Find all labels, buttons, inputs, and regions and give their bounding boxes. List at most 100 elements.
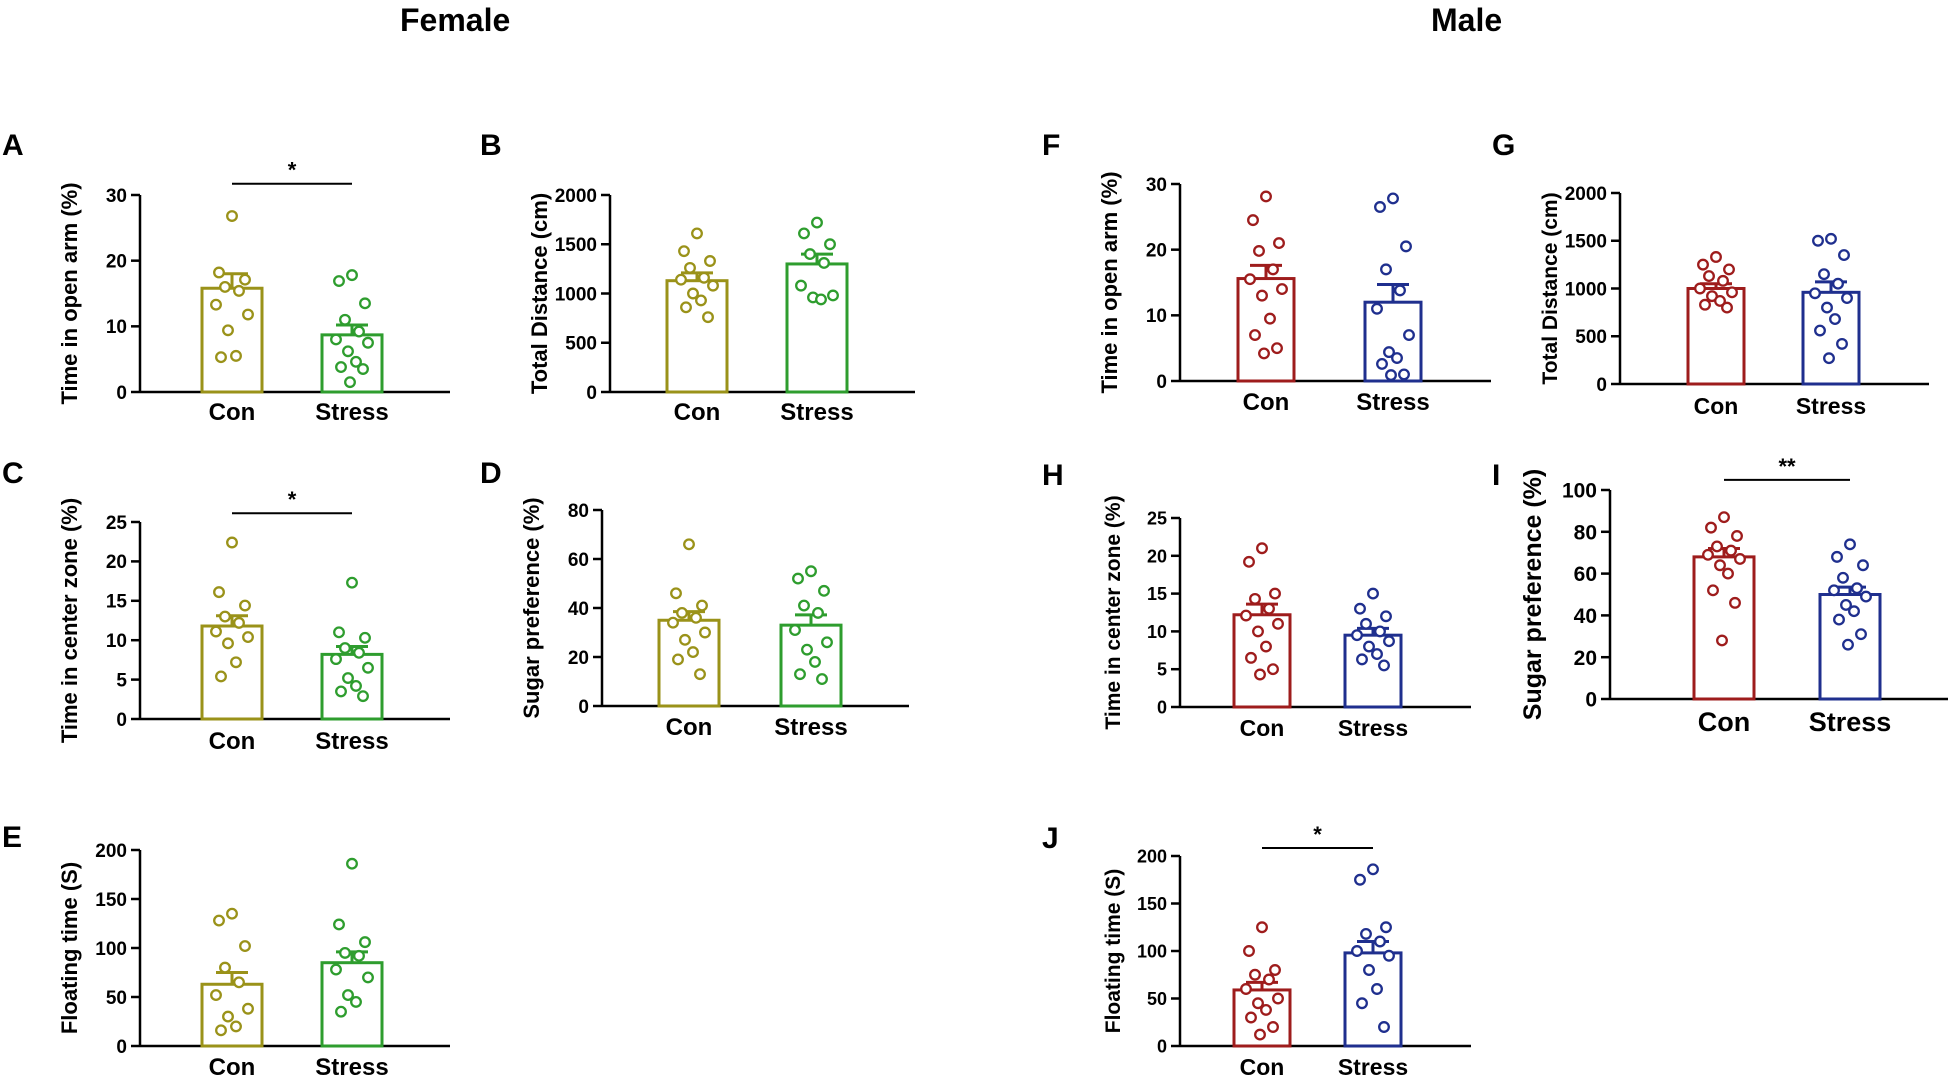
data-point-con (1714, 294, 1726, 307)
y-tick-label: 20 (106, 552, 127, 573)
panel-i: I 0 20 40 60 80 100 Sugar preference (%) Con Stre… (1492, 454, 1948, 737)
data-point-con (226, 536, 238, 549)
data-point-stress (330, 653, 342, 666)
data-point-con (1252, 997, 1264, 1010)
data-point-stress (342, 989, 354, 1001)
y-tick-label: 5 (1157, 660, 1167, 680)
panel-a: A 0 10 20 30 Time in open arm (%) Con Stress * (2, 129, 450, 426)
y-tick-label: 40 (568, 599, 589, 620)
data-point-con (1263, 973, 1275, 986)
data-point-con (1703, 270, 1715, 283)
data-point-con (672, 653, 684, 666)
data-point-con (1240, 983, 1252, 995)
significance-label: ** (1778, 454, 1796, 479)
data-point-stress (821, 636, 833, 649)
data-point-stress (1831, 550, 1843, 563)
panel-f: F 0 10 20 30 Time in open arm (%) Con Stress (1042, 129, 1491, 416)
data-point-con (213, 914, 225, 927)
y-tick-label: 20 (1147, 546, 1167, 566)
x-category-label-con: Con (209, 1054, 256, 1081)
data-point-stress (362, 661, 374, 674)
data-point-con (239, 599, 251, 612)
data-point-stress (1380, 263, 1392, 276)
y-tick-label: 1500 (555, 235, 597, 256)
data-point-stress (1838, 249, 1850, 262)
x-category-label-con: Con (1698, 707, 1750, 737)
y-axis-label: Time in open arm (%) (57, 182, 82, 404)
data-point-con (1260, 1003, 1272, 1016)
y-axis-label: Time in center zone (%) (1102, 495, 1125, 729)
data-point-con (683, 538, 695, 551)
y-tick-label: 0 (116, 710, 127, 731)
x-category-label-con: Con (1694, 393, 1739, 419)
data-point-stress (1376, 357, 1388, 370)
data-point-stress (333, 626, 345, 639)
data-point-con (1714, 559, 1726, 572)
y-tick-label: 10 (1146, 306, 1167, 327)
data-point-con (1267, 1021, 1279, 1033)
y-tick-label: 200 (95, 841, 127, 862)
data-point-con (1254, 1028, 1266, 1041)
y-tick-label: 200 (1137, 846, 1167, 866)
y-tick-label: 20 (568, 648, 589, 669)
data-point-stress (824, 238, 836, 251)
data-point-con (1254, 668, 1266, 681)
y-tick-label: 0 (1585, 689, 1597, 712)
y-axis-label: Floating time (S) (57, 862, 82, 1034)
y-tick-label: 0 (116, 383, 127, 404)
significance-label: * (288, 487, 297, 512)
panel-d: D 0 20 40 60 80 Sugar preference (%) Con Stress (480, 457, 909, 741)
data-point-con (210, 298, 222, 311)
x-category-label-stress: Stress (774, 714, 847, 741)
y-tick-label: 0 (1157, 1036, 1167, 1056)
x-category-label-stress: Stress (1338, 1054, 1408, 1080)
x-category-label-stress: Stress (1338, 715, 1408, 741)
data-point-con (215, 670, 227, 683)
data-point-stress (344, 376, 356, 389)
data-point-con (1267, 663, 1279, 676)
data-point-stress (1374, 201, 1386, 213)
data-point-stress (359, 631, 371, 644)
x-category-label-stress: Stress (780, 399, 853, 426)
data-point-stress (1823, 352, 1835, 365)
female-title: Female (400, 2, 511, 38)
data-point-con (1276, 283, 1288, 296)
data-point-stress (1383, 949, 1395, 962)
panel-letter-i: I (1492, 459, 1500, 492)
data-point-con (1256, 289, 1268, 302)
data-point-stress (1360, 617, 1372, 630)
data-point-con (670, 587, 682, 600)
y-tick-label: 10 (1147, 622, 1167, 642)
data-point-stress (1367, 587, 1379, 600)
data-point-stress (1403, 329, 1415, 341)
data-point-con (1258, 347, 1270, 360)
data-point-stress (1398, 368, 1410, 381)
y-tick-label: 2000 (555, 186, 597, 207)
data-point-con (1269, 587, 1281, 600)
data-point-con (222, 1010, 234, 1023)
data-point-stress (794, 668, 806, 681)
data-point-stress (346, 269, 358, 282)
data-point-stress (1844, 538, 1856, 551)
data-point-stress (1378, 1021, 1390, 1033)
data-point-con (239, 273, 251, 286)
male-title: Male (1431, 2, 1503, 38)
data-point-con (678, 245, 690, 258)
data-point-con (1718, 511, 1730, 524)
data-point-con (1263, 602, 1275, 615)
data-point-stress (1851, 582, 1863, 595)
data-point-stress (342, 345, 354, 358)
data-point-stress (350, 995, 362, 1008)
y-tick-label: 20 (1574, 647, 1597, 670)
data-point-stress (1809, 287, 1821, 300)
panel-letter-g: G (1492, 129, 1515, 162)
data-point-con (1734, 553, 1746, 565)
data-point-con (1725, 544, 1737, 557)
data-point-con (226, 210, 238, 222)
x-category-label-stress: Stress (1809, 707, 1892, 737)
data-point-stress (818, 257, 830, 269)
data-point-stress (805, 565, 817, 578)
y-axis-label: Total Distance (cm) (527, 193, 552, 394)
data-point-stress (333, 275, 345, 287)
data-point-stress (330, 963, 342, 976)
